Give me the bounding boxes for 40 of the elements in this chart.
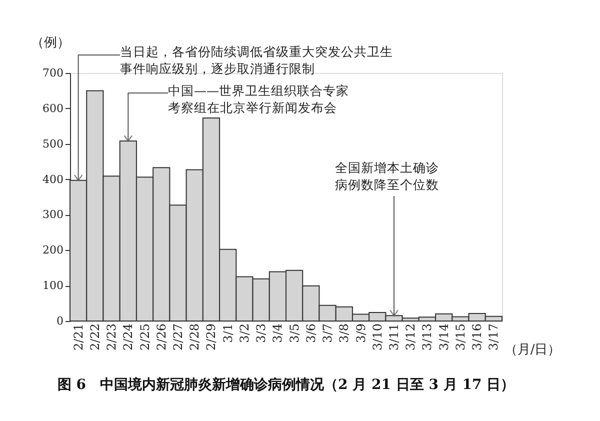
annotation: 全国新增本土确诊病例数降至个位数 [335, 160, 439, 192]
y-axis-title: （例） [31, 36, 70, 50]
x-tick-label: 2/25 [138, 324, 152, 350]
y-tick-label: 0 [56, 314, 64, 328]
x-tick-label: 2/23 [104, 324, 119, 350]
x-tick-label: 3/8 [337, 324, 352, 343]
x-tick-label: 3/14 [436, 323, 451, 350]
annotation: 中国——世界卫生组织联合专家考察组在北京举行新闻发布会 [168, 83, 349, 115]
x-tick-label: 3/4 [270, 323, 285, 343]
x-tick-label: 3/17 [486, 324, 501, 350]
y-tick-label: 200 [42, 244, 64, 257]
x-tick-label: 3/11 [387, 324, 401, 350]
x-tick-label: 2/28 [188, 324, 202, 350]
x-tick-label: 2/24 [121, 323, 136, 350]
y-tick-label: 300 [42, 208, 64, 222]
x-tick-label: 3/12 [404, 324, 418, 350]
x-tick-label: 3/5 [287, 324, 302, 343]
y-tick-label: 100 [42, 279, 64, 292]
x-tick-label: 3/16 [470, 324, 484, 350]
y-tick-label: 500 [42, 137, 64, 150]
x-tick-label: 2/22 [88, 324, 102, 350]
y-tick-label: 700 [42, 66, 64, 80]
x-tick-label: 3/2 [237, 324, 252, 343]
text: 图 6 中国境内新冠肺炎新增确诊病例情况（2 月 21 日至 3 月 17 日） [57, 376, 515, 393]
x-tick-label: 3/7 [320, 324, 335, 343]
x-tick-label: 3/15 [453, 324, 468, 350]
x-tick-label: 2/21 [71, 324, 86, 350]
x-tick-label: 3/10 [370, 324, 384, 350]
y-tick-label: 400 [42, 172, 64, 186]
y-tick-label: 600 [42, 102, 64, 115]
x-tick-label: 2/29 [204, 324, 218, 350]
x-tick-label: 3/1 [220, 324, 235, 343]
x-tick-label: 2/26 [154, 324, 168, 350]
x-tick-label: 3/13 [420, 324, 434, 350]
x-axis-title: （月/日） [504, 342, 561, 358]
annotation: 当日起，各省份陆续调低省级重大突发公共卫生事件响应级别，逐步取消通行限制 [120, 44, 393, 76]
x-tick-label: 2/27 [171, 324, 185, 350]
x-tick-label: 3/9 [354, 324, 368, 343]
x-tick-label: 3/3 [254, 324, 268, 343]
x-tick-label: 3/6 [304, 324, 318, 343]
